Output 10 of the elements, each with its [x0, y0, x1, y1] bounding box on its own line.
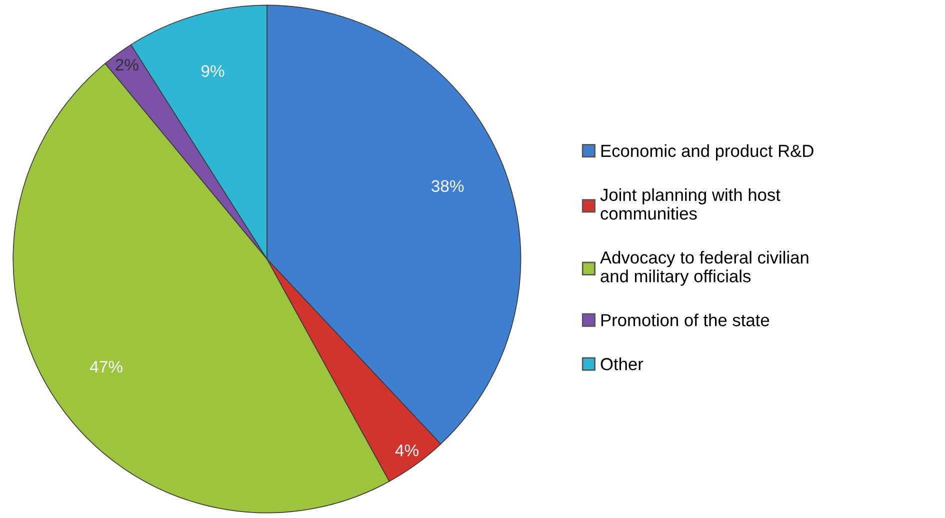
data-label: 9% — [202, 65, 224, 77]
legend-label: Advocacy to federal civilian and military officials — [600, 250, 808, 286]
data-label: 2% — [116, 58, 138, 71]
data-label: 47% — [90, 360, 122, 373]
legend-label: Promotion of the state — [601, 314, 770, 326]
data-label: 4% — [395, 444, 418, 456]
legend-label: Other — [600, 358, 644, 370]
legend-label: Economic and product R&D — [601, 144, 814, 160]
data-label: 38% — [432, 180, 464, 192]
legend-label: Joint planning with host communities — [600, 188, 780, 220]
